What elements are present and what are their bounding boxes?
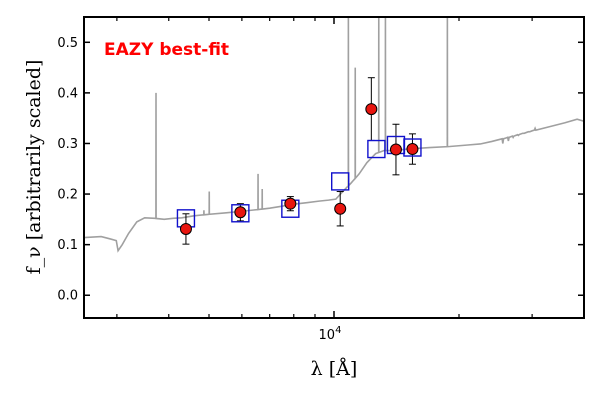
y-axis-label: f_ν [arbitrarily scaled] [23, 60, 45, 275]
template-line [84, 17, 584, 253]
observed-point [389, 143, 402, 156]
x-tick-label: 104 [319, 325, 342, 343]
model-point [403, 138, 422, 157]
y-tick-label: 0.2 [57, 188, 78, 203]
observed-point [234, 206, 247, 219]
template-spectrum [84, 17, 584, 253]
y-tick-label: 0.5 [57, 36, 78, 51]
x-axis-label: λ [Å] [311, 358, 358, 380]
y-tick-label: 0.4 [57, 86, 78, 101]
eazy-best-fit-label: EAZY best-fit [104, 40, 229, 60]
y-tick-label: 0.3 [57, 137, 78, 152]
y-tick-label: 0.0 [57, 289, 78, 304]
observed-point [406, 143, 419, 156]
y-tick-label: 0.1 [57, 238, 78, 253]
model-point [231, 204, 250, 223]
observed-point [284, 197, 297, 210]
plot-frame [83, 16, 585, 319]
observed-point [179, 222, 192, 235]
error-bars [182, 77, 416, 245]
model-point [367, 139, 386, 159]
y-ticks: 0.0 0.1 0.2 0.3 0.4 0.5 [57, 36, 584, 304]
x-ticks: 104 [116, 17, 533, 343]
observed-point [365, 103, 378, 116]
observed-photometry [179, 103, 419, 235]
observed-point [334, 202, 347, 215]
model-point [331, 172, 350, 191]
